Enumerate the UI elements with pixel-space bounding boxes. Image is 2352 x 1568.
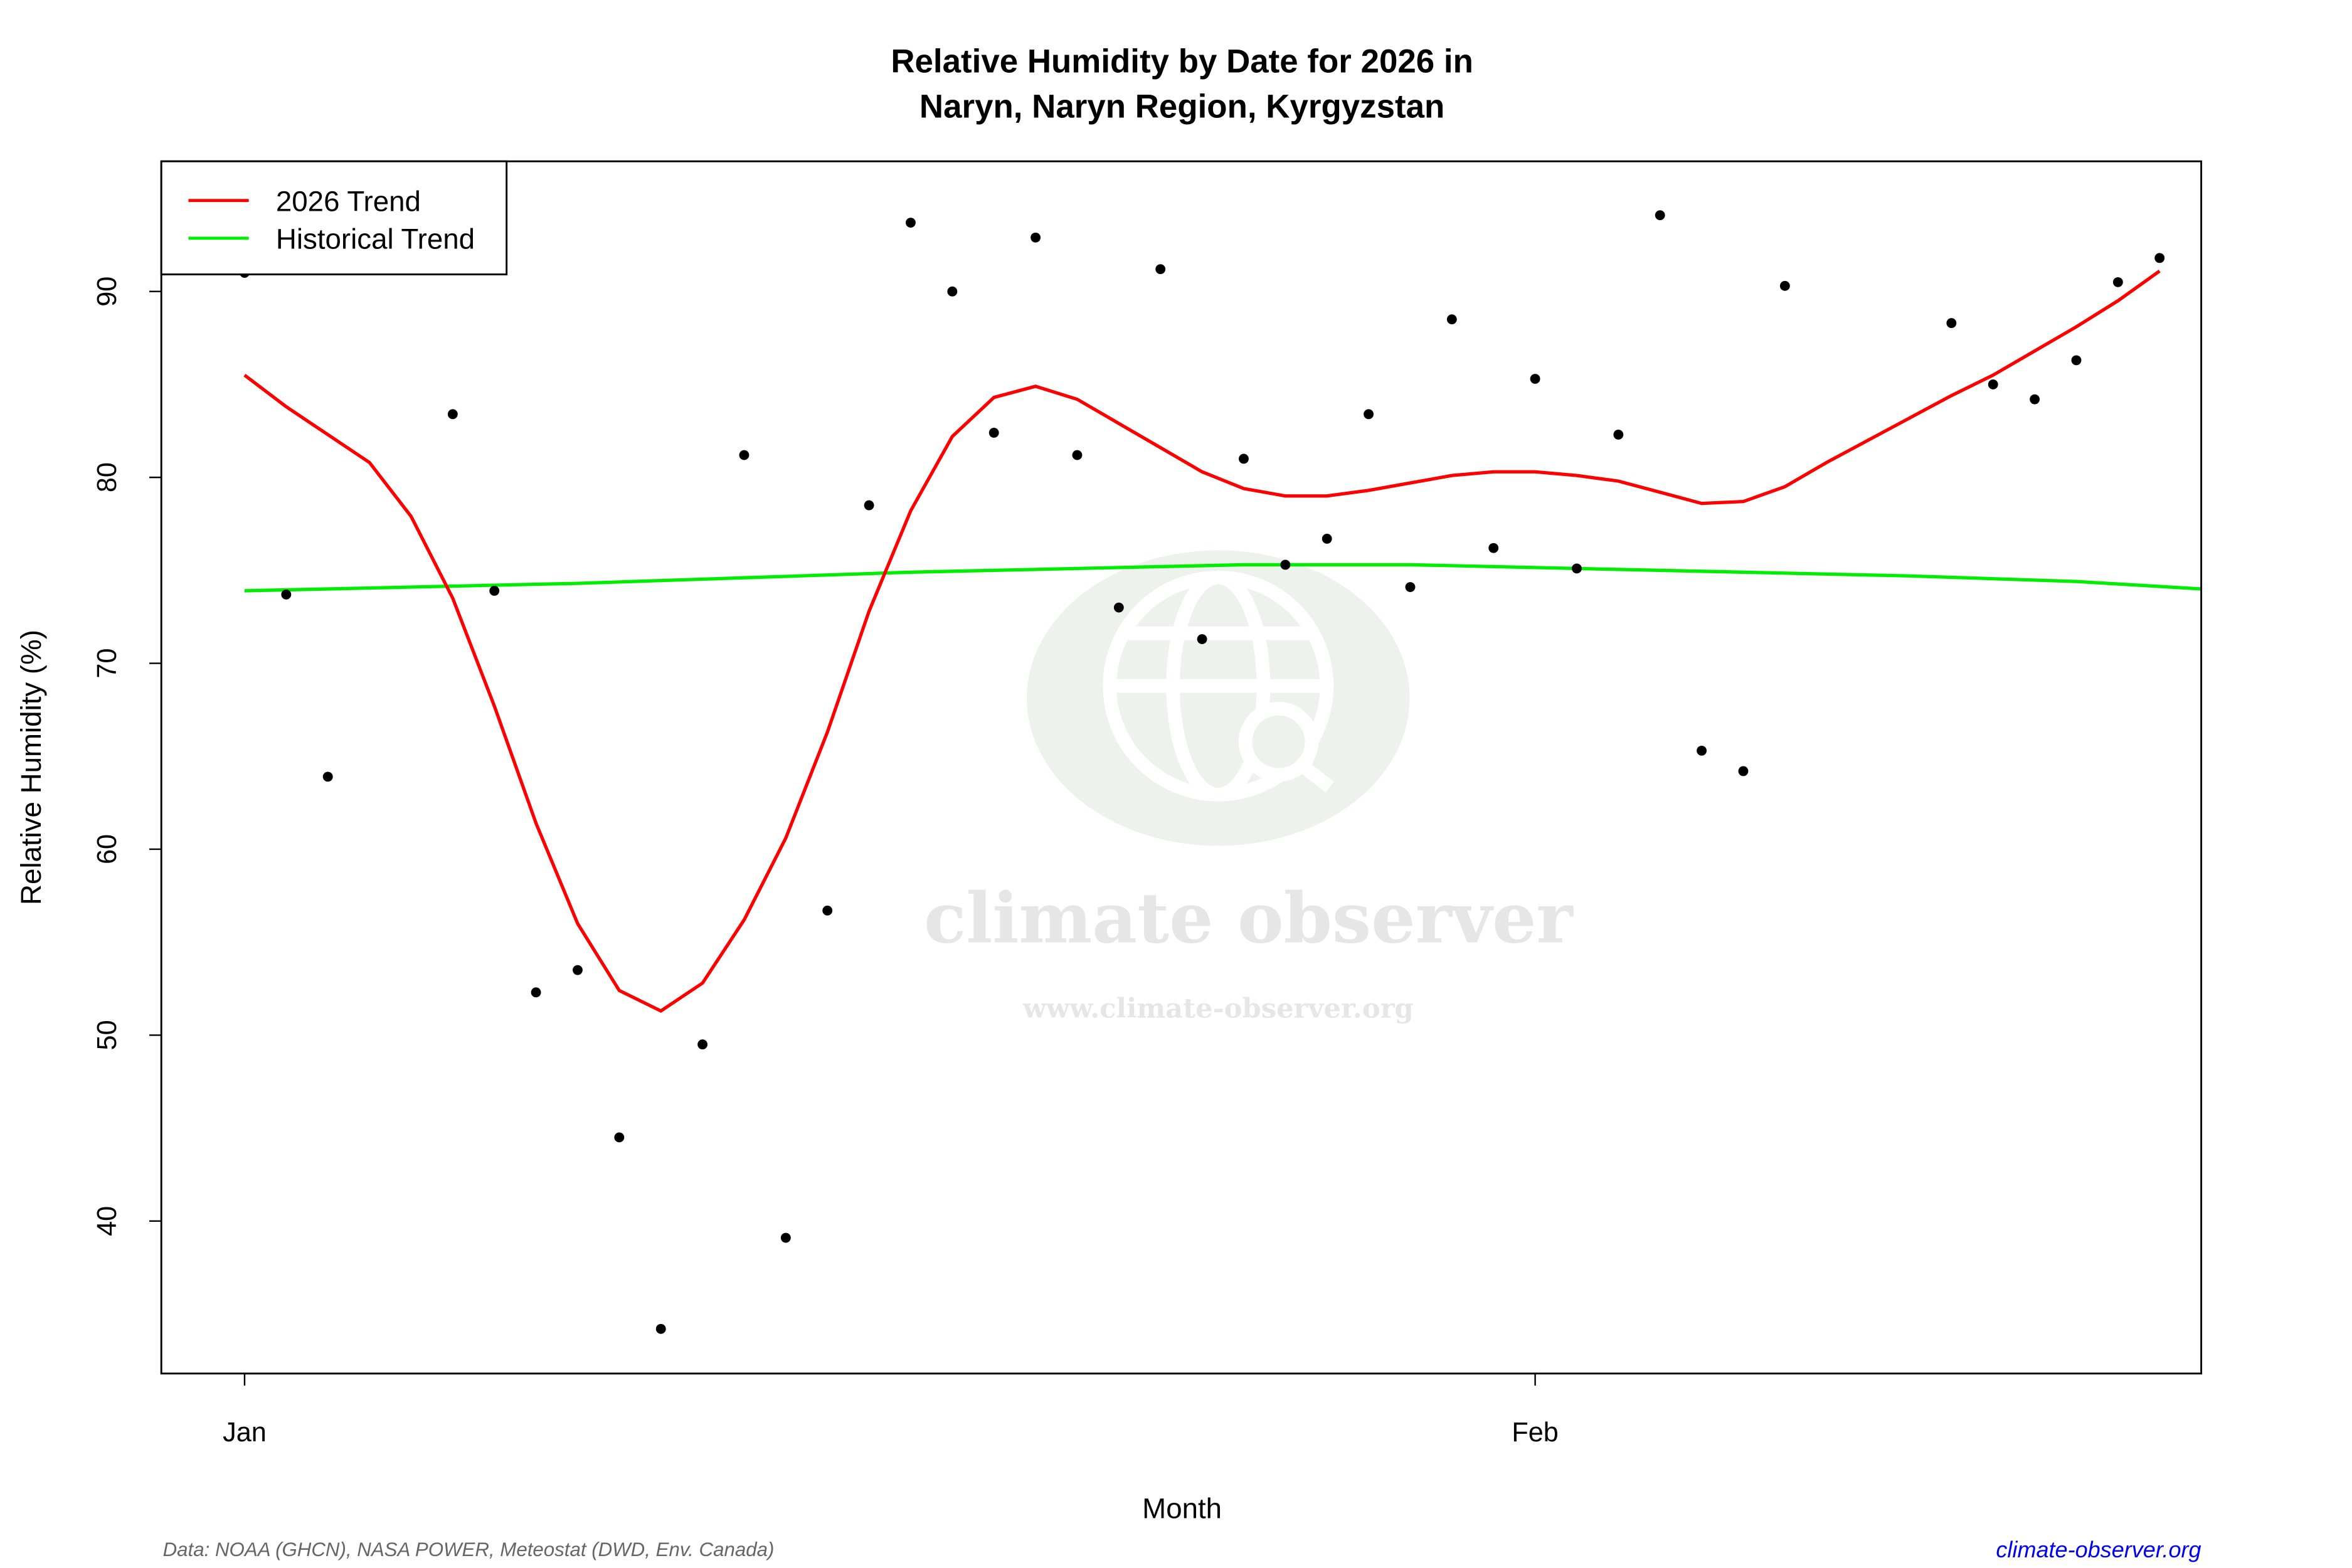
observation-point bbox=[447, 409, 458, 420]
observation-point bbox=[2112, 277, 2123, 287]
globe-search-icon bbox=[1103, 570, 1334, 802]
observation-point bbox=[1030, 232, 1041, 243]
observation-point bbox=[1072, 450, 1083, 460]
observation-point bbox=[1197, 634, 1207, 644]
observation-point bbox=[1113, 602, 1124, 613]
observation-point bbox=[2154, 253, 2165, 263]
observation-point bbox=[655, 1323, 666, 1334]
observation-point bbox=[1530, 374, 1540, 384]
y-tick-label: 60 bbox=[92, 834, 122, 864]
observation-point bbox=[2030, 394, 2040, 405]
observation-point bbox=[864, 500, 874, 511]
site-link[interactable]: climate-observer.org bbox=[1996, 1537, 2201, 1562]
observation-point bbox=[1488, 543, 1499, 553]
observation-point bbox=[1322, 534, 1332, 544]
watermark: climate observer www.climate-observer.or… bbox=[924, 550, 1574, 1025]
y-tick-label: 40 bbox=[92, 1206, 122, 1236]
observation-point bbox=[697, 1039, 708, 1050]
observation-point bbox=[322, 771, 333, 782]
y-tick-label: 70 bbox=[92, 649, 122, 679]
legend-label-historical: Historical Trend bbox=[276, 223, 475, 255]
observation-point bbox=[739, 450, 750, 460]
legend-label-2026: 2026 Trend bbox=[276, 186, 421, 218]
observation-point bbox=[1155, 264, 1166, 275]
observation-point bbox=[573, 965, 583, 975]
y-tick-label: 90 bbox=[92, 277, 122, 307]
observation-point bbox=[947, 286, 958, 297]
chart-title-line2: Naryn, Naryn Region, Kyrgyzstan bbox=[919, 88, 1444, 125]
observation-point bbox=[1280, 559, 1291, 570]
observation-point bbox=[1988, 379, 1998, 389]
observation-point bbox=[2071, 355, 2082, 366]
watermark-url: www.climate-observer.org bbox=[1022, 993, 1414, 1025]
y-axis: 40 50 60 70 80 90 bbox=[92, 277, 162, 1236]
observation-point bbox=[614, 1132, 625, 1143]
data-source-note: Data: NOAA (GHCN), NASA POWER, Meteostat… bbox=[163, 1539, 775, 1560]
observation-point bbox=[1738, 766, 1749, 776]
observation-point bbox=[822, 905, 833, 916]
legend-box bbox=[160, 160, 508, 275]
x-axis-label: Month bbox=[1142, 1493, 1222, 1525]
observation-point bbox=[1946, 318, 1957, 329]
historical-trend-line bbox=[244, 563, 2201, 593]
trend-2026-line bbox=[243, 269, 2161, 1013]
x-tick-label: Feb bbox=[1512, 1417, 1559, 1448]
observation-point bbox=[1779, 280, 1790, 291]
y-tick-label: 50 bbox=[92, 1020, 122, 1050]
observation-point bbox=[1364, 409, 1374, 420]
watermark-text: climate observer bbox=[924, 877, 1574, 959]
observation-point bbox=[1572, 563, 1582, 574]
observation-point bbox=[281, 589, 292, 600]
chart-title-line1: Relative Humidity by Date for 2026 in bbox=[891, 43, 1473, 80]
observation-point bbox=[906, 218, 916, 228]
x-tick-label: Jan bbox=[223, 1417, 267, 1448]
observation-point bbox=[1405, 582, 1416, 592]
observation-point bbox=[1446, 314, 1457, 325]
observation-point bbox=[780, 1232, 791, 1243]
observation-point bbox=[988, 428, 999, 438]
observation-point bbox=[531, 987, 541, 998]
observation-point bbox=[1697, 745, 1707, 756]
legend: 2026 Trend Historical Trend bbox=[160, 160, 508, 275]
y-tick-label: 80 bbox=[92, 462, 122, 492]
observation-point bbox=[1613, 430, 1624, 440]
watermark-logo bbox=[1027, 550, 1410, 846]
observation-point bbox=[1239, 453, 1249, 464]
observation-point bbox=[489, 586, 500, 596]
observation-point bbox=[1655, 210, 1665, 221]
y-axis-label: Relative Humidity (%) bbox=[15, 630, 47, 905]
x-axis: Jan Feb bbox=[223, 1372, 1559, 1448]
